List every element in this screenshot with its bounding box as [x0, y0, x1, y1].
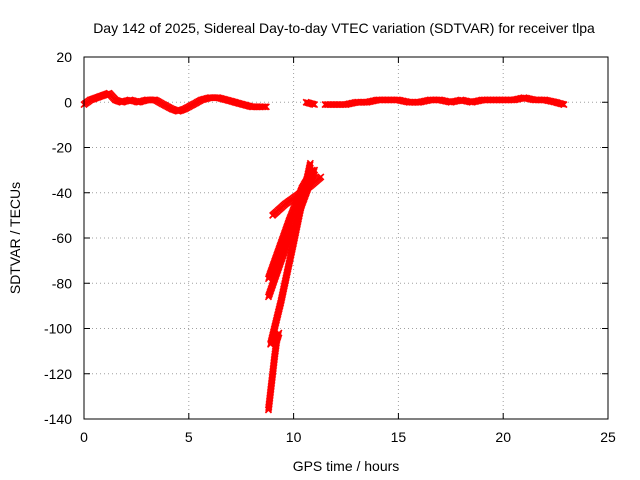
data-point	[261, 103, 269, 111]
y-tick-label: -100	[44, 321, 72, 337]
x-axis-label: GPS time / hours	[293, 458, 400, 474]
data-layer	[80, 89, 568, 414]
data-point	[310, 100, 319, 109]
data-point	[262, 103, 270, 111]
y-tick-label: -120	[44, 366, 72, 382]
y-tick-label: -40	[52, 185, 72, 201]
x-tick-label: 0	[80, 429, 88, 445]
data-point	[560, 100, 568, 109]
y-tick-label: -20	[52, 140, 72, 156]
data-point	[308, 166, 317, 174]
y-axis-label: SDTVAR / TECUs	[7, 182, 23, 294]
data-point	[317, 173, 325, 181]
y-tick-label: -80	[52, 275, 72, 291]
x-tick-label: 5	[185, 429, 193, 445]
chart-title: Day 142 of 2025, Sidereal Day-to-day VTE…	[93, 20, 595, 36]
x-tick-label: 25	[600, 429, 616, 445]
x-tick-label: 20	[495, 429, 511, 445]
axis-ticks: 0 5 10 15 20 25 20 0 -20 -40 -60 -80 -100 -120 -140	[44, 49, 616, 445]
y-tick-label: 0	[64, 94, 72, 110]
data-point	[275, 329, 283, 337]
y-tick-label: 20	[56, 49, 72, 65]
y-tick-label: -60	[52, 230, 72, 246]
x-tick-label: 10	[286, 429, 302, 445]
y-tick-label: -140	[44, 411, 72, 427]
x-tick-label: 15	[391, 429, 407, 445]
data-point	[306, 159, 314, 167]
plot-frame	[83, 56, 609, 420]
